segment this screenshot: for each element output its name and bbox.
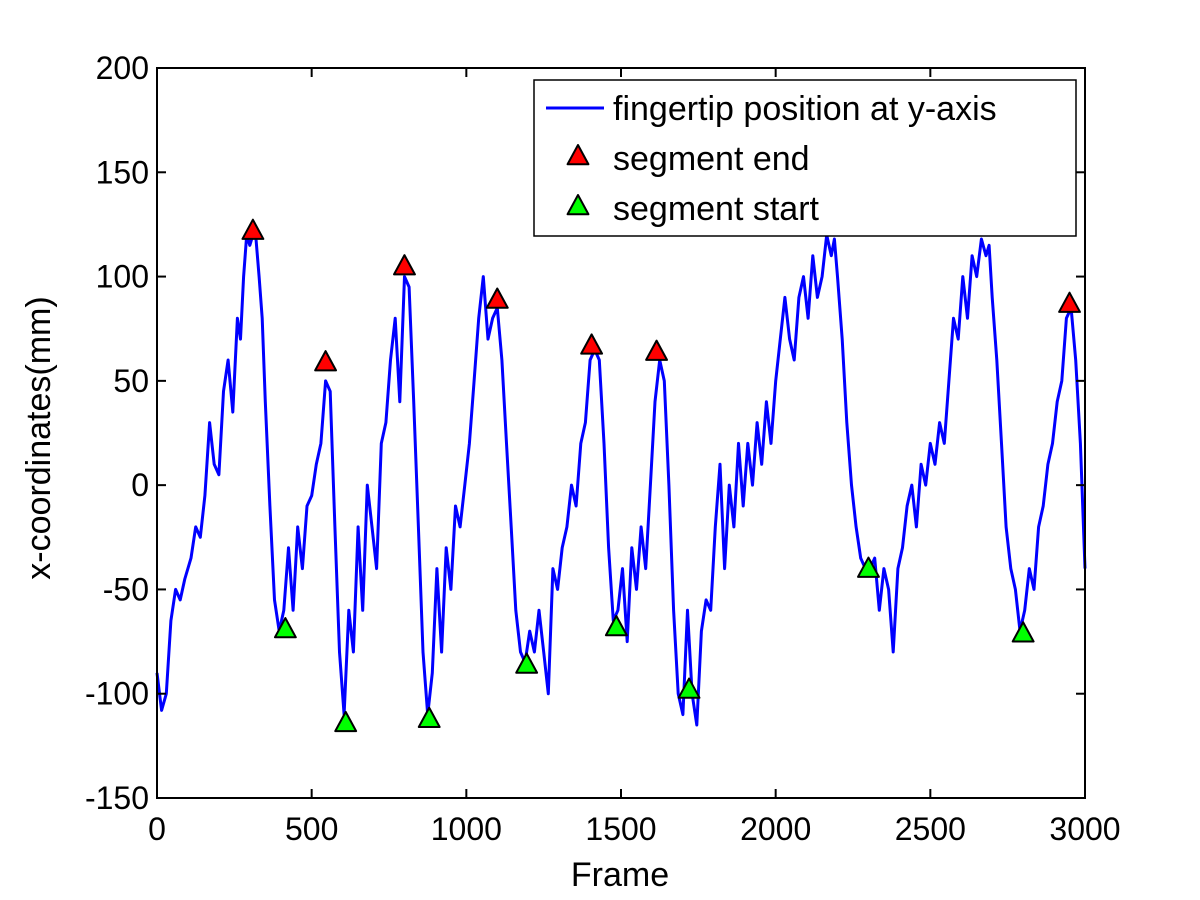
segment-start-marker [604, 614, 628, 637]
segment-end-marker [314, 350, 338, 372]
legend-marker-swatch [566, 144, 590, 166]
legend: fingertip position at y-axis segment end s… [533, 79, 1077, 237]
x-tick-label: 500 [285, 811, 338, 847]
segment-start-marker [857, 556, 880, 578]
legend-label-line: fingertip position at y-axis [613, 90, 997, 128]
segment-start-marker [1011, 621, 1035, 643]
segment-start-marker [417, 706, 441, 728]
x-tick-label: 1500 [585, 811, 656, 847]
series-line-fingertip-position [155, 233, 1087, 727]
legend-box [533, 79, 1077, 237]
segment-end-marker [645, 339, 669, 361]
x-axis-title: Frame [571, 856, 669, 894]
segment-end-marker [1058, 291, 1081, 313]
plot-area [155, 218, 1087, 733]
segment-end-marker [241, 218, 265, 240]
y-tick-label: -150 [85, 780, 149, 816]
x-tick-label: 2500 [895, 811, 966, 847]
segment-start-marker [273, 617, 297, 639]
legend-label-segment-end: segment end [613, 140, 810, 178]
y-tick-label: -100 [85, 676, 149, 712]
segment-end-marker [580, 333, 604, 355]
y-tick-label: 50 [113, 363, 149, 399]
x-tick-label: 2000 [740, 811, 811, 847]
segment-start-marker [515, 652, 539, 674]
y-tick-label: 200 [96, 50, 149, 86]
segment-end-marker [485, 287, 509, 309]
legend-marker-swatch [566, 194, 590, 216]
y-tick-label: -50 [103, 571, 149, 607]
y-tick-label: 0 [131, 467, 149, 503]
y-axis-title: x-coordinates(mm) [20, 296, 58, 579]
segment-end-marker [393, 254, 416, 276]
axes: 0 500 1000 1500 2000 2500 3000 -150 -100 -50 0 50 10… [85, 50, 1121, 847]
x-tick-label: 1000 [431, 811, 502, 847]
x-tick-label: 3000 [1049, 811, 1120, 847]
segment-start-marker [677, 677, 701, 699]
x-tick-label: 0 [148, 811, 166, 847]
legend-label-segment-start: segment start [613, 190, 820, 228]
y-tick-label: 150 [96, 154, 149, 190]
segment-start-marker [334, 710, 358, 733]
y-tick-label: 100 [96, 259, 149, 295]
